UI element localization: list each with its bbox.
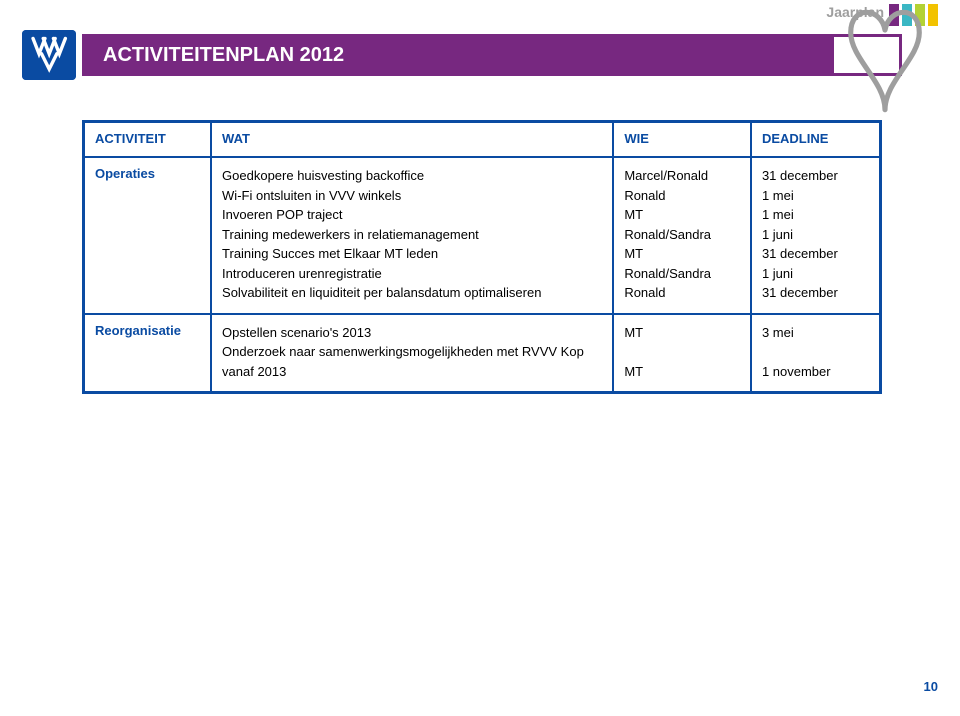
- table-row: ReorganisatieOpstellen scenario's 2013On…: [85, 315, 879, 392]
- cell-wie-line: Ronald/Sandra: [624, 225, 740, 245]
- cell-deadline-line: 31 december: [762, 283, 869, 303]
- cell-deadline-line: 31 december: [762, 166, 869, 186]
- cell-wie-line: Ronald: [624, 283, 740, 303]
- cell-wat-line: Goedkopere huisvesting backoffice: [222, 166, 602, 186]
- cell-wie: MT MT: [614, 315, 752, 392]
- heart-icon: [840, 0, 930, 120]
- cell-wat: Opstellen scenario's 2013Onderzoek naar …: [212, 315, 614, 392]
- content-table: ACTIVITEIT WAT WIE DEADLINE OperatiesGoe…: [82, 120, 882, 394]
- page-number: 10: [924, 679, 938, 694]
- cell-wie-line: [624, 342, 740, 362]
- cell-wie-line: MT: [624, 362, 740, 382]
- cell-wie: Marcel/RonaldRonaldMTRonald/SandraMTRona…: [614, 158, 752, 315]
- vvv-logo: [22, 30, 76, 80]
- title-bar: ACTIVITEITENPLAN 2012: [82, 34, 902, 76]
- cell-deadline-line: 1 juni: [762, 225, 869, 245]
- cell-wat-line: Solvabiliteit en liquiditeit per balansd…: [222, 283, 602, 303]
- cell-wie-line: Ronald/Sandra: [624, 264, 740, 284]
- cell-activiteit: Operaties: [85, 158, 212, 315]
- cell-wat-line: Wi-Fi ontsluiten in VVV winkels: [222, 186, 602, 206]
- cell-wat-line: Training medewerkers in relatiemanagemen…: [222, 225, 602, 245]
- table-body: OperatiesGoedkopere huisvesting backoffi…: [85, 158, 879, 391]
- cell-wat-line: Onderzoek naar samenwerkingsmogelijkhede…: [222, 342, 602, 381]
- cell-wie-line: MT: [624, 244, 740, 264]
- cell-wie-line: Marcel/Ronald: [624, 166, 740, 186]
- col-header-deadline: DEADLINE: [752, 123, 879, 158]
- table-row: OperatiesGoedkopere huisvesting backoffi…: [85, 158, 879, 315]
- cell-deadline-line: 1 juni: [762, 264, 869, 284]
- table-header-row: ACTIVITEIT WAT WIE DEADLINE: [85, 123, 879, 158]
- cell-deadline-line: 1 mei: [762, 186, 869, 206]
- cell-deadline: 3 mei 1 november: [752, 315, 879, 392]
- cell-deadline-line: 1 november: [762, 362, 869, 382]
- cell-deadline-line: [762, 342, 869, 362]
- cell-wat-line: Opstellen scenario's 2013: [222, 323, 602, 343]
- cell-activiteit: Reorganisatie: [85, 315, 212, 392]
- cell-wat-line: Introduceren urenregistratie: [222, 264, 602, 284]
- cell-deadline-line: 31 december: [762, 244, 869, 264]
- col-header-activiteit: ACTIVITEIT: [85, 123, 212, 158]
- cell-wat-line: Invoeren POP traject: [222, 205, 602, 225]
- cell-deadline-line: 3 mei: [762, 323, 869, 343]
- cell-deadline: 31 december1 mei1 mei1 juni31 december1 …: [752, 158, 879, 315]
- content-table-wrap: ACTIVITEIT WAT WIE DEADLINE OperatiesGoe…: [82, 120, 882, 394]
- cell-wie-line: MT: [624, 205, 740, 225]
- cell-wie-line: MT: [624, 323, 740, 343]
- col-header-wat: WAT: [212, 123, 614, 158]
- page-title: ACTIVITEITENPLAN 2012: [103, 44, 344, 67]
- cell-deadline-line: 1 mei: [762, 205, 869, 225]
- cell-wat-line: Training Succes met Elkaar MT leden: [222, 244, 602, 264]
- cell-wat: Goedkopere huisvesting backofficeWi-Fi o…: [212, 158, 614, 315]
- col-header-wie: WIE: [614, 123, 752, 158]
- cell-wie-line: Ronald: [624, 186, 740, 206]
